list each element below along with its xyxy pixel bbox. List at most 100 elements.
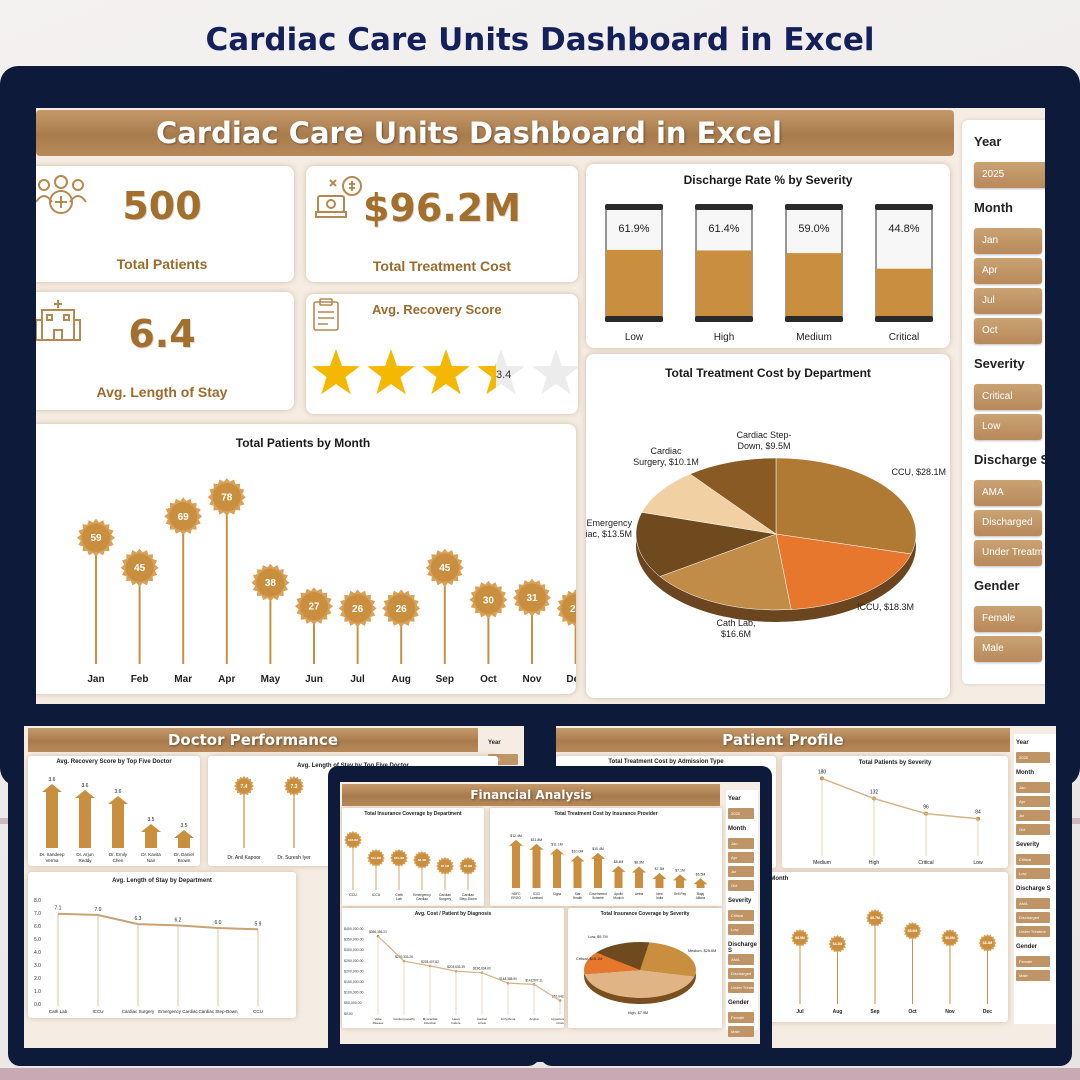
month-marker-label: 78 [221, 493, 233, 504]
insurance-department-title: Total Insurance Coverage by Department [364, 811, 462, 817]
mini-slicer-button[interactable]: Jan [1016, 782, 1050, 793]
insurance-provider-title: Total Treatment Cost by Insurance Provid… [554, 811, 658, 817]
slicer-button[interactable]: Apr [974, 258, 1042, 284]
insurance-dept-marker-label: $7.1M [441, 864, 450, 868]
slicer-button[interactable]: Male [974, 636, 1042, 662]
mini-slicer-button[interactable]: Male [728, 1026, 754, 1037]
insurance-severity-title: Total Insurance Coverage by Severity [600, 911, 690, 917]
department-stay-line [57, 912, 259, 931]
mini-slicer-button[interactable]: Apr [1016, 796, 1050, 807]
mini-slicer-button[interactable]: Discharged [1016, 912, 1050, 923]
provider-label: India [656, 896, 663, 900]
slicer-button[interactable]: 2025 [974, 162, 1045, 188]
diagnosis-label: Disease [373, 1021, 384, 1025]
mini-slicer-title: Discharge S [1016, 886, 1051, 892]
cost-month-label: Aug [833, 1009, 843, 1015]
diagnosis-label: Valve [374, 1017, 382, 1021]
insurance-dept-label: Cardiac [416, 897, 428, 901]
pie-slice [775, 533, 912, 610]
mini-slicer-button[interactable]: Jul [728, 866, 754, 877]
provider-arrow-bar [509, 839, 523, 888]
provider-arrow-bar [632, 866, 646, 888]
total-patients-value: 500 [122, 184, 202, 228]
month-marker: 45 [120, 548, 159, 587]
mini-slicer-button[interactable]: Discharged [728, 968, 754, 979]
diagnosis-ytick: $0.00 [344, 1012, 353, 1016]
mini-slicer-button[interactable]: Male [1016, 970, 1050, 981]
month-marker: 45 [425, 548, 464, 587]
severity-patients-svg: 180 Medium 132 High 96 Critical 84 Low [813, 769, 983, 866]
doctor-stay-marker: 7.3 [284, 776, 304, 796]
patients-by-month-title: Total Patients by Month [235, 436, 371, 450]
slicer-button[interactable]: Jan [974, 228, 1042, 254]
insurance-severity-label: High, $7.9M [628, 1011, 648, 1015]
diagnosis-value: $148,388.90 [499, 977, 517, 981]
mini-slicer-button[interactable]: Oct [1016, 824, 1050, 835]
mini-slicer-button[interactable]: AMA [1016, 898, 1050, 909]
slicer-button[interactable]: Discharged [974, 510, 1042, 536]
slicer-button[interactable]: Oct [974, 318, 1042, 344]
slicer-button[interactable]: Under Treatme [974, 540, 1042, 566]
insurance-dept-marker-label: $8.3M [418, 858, 427, 862]
mini-slicer-button[interactable]: AMA [728, 954, 754, 965]
diagnosis-label: Infarction [424, 1021, 437, 1025]
department-stay-ytick: 2.0 [34, 976, 41, 982]
insurance-severity-label: Low, $9.7M [588, 935, 607, 939]
mini-slicer-button[interactable]: Under Treatme [1016, 926, 1050, 937]
insurance-dept-label: Cardiac [462, 893, 474, 897]
month-marker-label: 26 [352, 604, 364, 615]
mini-slicer-button[interactable]: 2025 [728, 808, 754, 819]
slicer-button[interactable]: Low [974, 414, 1042, 440]
mini-slicer-button[interactable]: Critical [1016, 854, 1050, 865]
provider-label: Health [573, 896, 582, 900]
patient-banner: Patient Profile [556, 728, 1010, 752]
slicer-title: Month [974, 200, 1013, 215]
diagnosis-label: Cardiac [477, 1017, 488, 1021]
diagnosis-label: Arrhythmia [501, 1017, 516, 1021]
slicer-button[interactable]: AMA [974, 480, 1042, 506]
mini-slicer-button[interactable]: Low [1016, 868, 1050, 879]
mini-slicer-button[interactable]: Apr [728, 852, 754, 863]
mini-slicer-button[interactable]: Low [728, 924, 754, 935]
provider-label: Apollo [614, 892, 623, 896]
slicer-button[interactable]: Critical [974, 384, 1042, 410]
doctor-arrow-bar [174, 830, 194, 848]
mini-slicer-button[interactable]: 2025 [1016, 752, 1050, 763]
severity-label: High [869, 860, 880, 866]
insurance-severity-slice [583, 952, 640, 975]
star-icon [312, 349, 360, 395]
star-icon [477, 349, 525, 395]
insurance-dept-label: CCU [349, 893, 357, 897]
slicer-button[interactable]: Jul [974, 288, 1042, 314]
month-label: Apr [218, 674, 235, 685]
provider-value: $7.3M [655, 867, 665, 871]
slicer-button[interactable]: Female [974, 606, 1042, 632]
mini-slicer-button[interactable]: Jul [1016, 810, 1050, 821]
mini-slicer-button[interactable]: Under Treatme [728, 982, 754, 993]
doctor-stay-svg: 7.4 Dr. Anil Kapoor 7.3 Dr. Suresh Iyer [227, 776, 311, 861]
provider-label: HDFC [512, 892, 522, 896]
page-title: Cardiac Care Units Dashboard in Excel [205, 22, 875, 58]
department-stay-ytick: 4.0 [34, 950, 41, 956]
insurance-severity-label: Medium, $25.6M [688, 949, 716, 953]
month-label: Sep [436, 674, 454, 685]
insurance-severity-slice [596, 942, 650, 970]
mini-slicer-button[interactable]: Female [728, 1012, 754, 1023]
provider-value: $10.0M [572, 850, 584, 854]
diagnosis-value: $142,507.11 [525, 978, 543, 982]
doctor-name: Brown [178, 858, 191, 863]
department-stay-value: 5.9 [255, 921, 262, 927]
month-marker: 59 [77, 518, 115, 557]
provider-value: $11.8M [531, 838, 542, 842]
mini-slicer-button[interactable]: Jan [728, 838, 754, 849]
department-stay-title: Avg. Length of Stay by Department [112, 878, 212, 884]
mini-slicer-button[interactable]: Critical [728, 910, 754, 921]
department-stay-svg: 8.0 7.0 6.0 5.0 4.0 3.0 2.0 1.0 0.0 7.1 Cath Lab 7.… [34, 898, 263, 1014]
department-stay-value: 6.0 [215, 920, 222, 926]
insurance-dept-marker: $11.3M [367, 849, 385, 867]
mini-slicer-button[interactable]: Female [1016, 956, 1050, 967]
patient-slicer-panel: Year 2025 Month Jan Apr Jul Oct Severity Critica… [1014, 734, 1056, 1024]
mini-slicer-title: Severity [728, 898, 752, 904]
mini-slicer-button[interactable]: Oct [728, 880, 754, 891]
department-stay-label: Cardiac Step-Down [198, 1009, 238, 1014]
